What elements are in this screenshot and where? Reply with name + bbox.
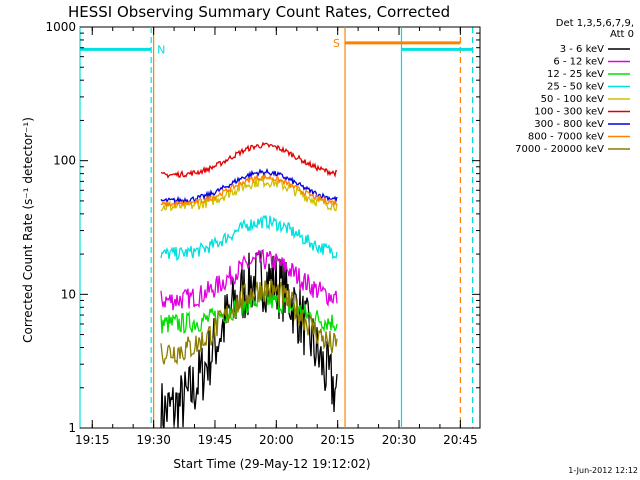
series-line: [160, 173, 338, 209]
x-tick-label: 19:45: [198, 433, 233, 447]
flag-label: N: [157, 43, 165, 56]
x-axis-label: Start Time (29-May-12 19:12:02): [173, 457, 370, 471]
legend-entry-label: 7000 - 20000 keV: [515, 144, 604, 155]
footer-timestamp: 1-Jun-2012 12:12: [568, 466, 638, 475]
legend-entry-label: 50 - 100 keV: [541, 94, 605, 105]
series-line: [160, 141, 338, 179]
x-axis: 19:15 19:30 19:45 20:00 20:15 20:30 20:45: [75, 27, 478, 447]
chart-title: HESSI Observing Summary Count Rates, Cor…: [68, 3, 450, 21]
legend-entry-label: 6 - 12 keV: [553, 57, 604, 68]
series-line: [160, 249, 338, 311]
x-tick-label: 20:45: [443, 433, 478, 447]
legend-entry-label: 800 - 7000 keV: [528, 132, 604, 143]
x-tick-label: 19:30: [136, 433, 171, 447]
y-tick-label: 1000: [45, 20, 76, 34]
legend-entry-label: 25 - 50 keV: [547, 82, 604, 93]
series-line: [160, 167, 338, 205]
legend-header: Att 0: [610, 29, 634, 40]
flag-label: S: [333, 37, 340, 50]
y-tick-label: 10: [61, 287, 76, 301]
series-line: [160, 214, 338, 262]
y-tick-label: 1: [68, 421, 76, 435]
series-line: [160, 278, 338, 366]
y-axis: 1 10 100 1000: [45, 20, 480, 435]
x-tick-label: 19:15: [75, 433, 110, 447]
x-tick-label: 20:15: [320, 433, 355, 447]
y-tick-label: 100: [53, 154, 76, 168]
legend-header: Det 1,3,5,6,7,9,: [556, 18, 634, 29]
x-tick-label: 20:00: [259, 433, 294, 447]
series-line: [160, 250, 338, 429]
series-line: [160, 290, 338, 334]
series-layer: [160, 141, 338, 429]
legend: Det 1,3,5,6,7,9,Att 0 3 - 6 keV 6 - 12 keV…: [515, 18, 634, 155]
y-axis-label: Corrected Count Rate (s⁻¹ detector⁻¹): [21, 117, 35, 343]
x-tick-label: 20:30: [382, 433, 417, 447]
legend-entry-label: 100 - 300 keV: [534, 107, 604, 118]
legend-entry-label: 12 - 25 keV: [547, 69, 604, 80]
legend-entry-label: 3 - 6 keV: [560, 44, 604, 55]
legend-entry-label: 300 - 800 keV: [534, 119, 604, 130]
